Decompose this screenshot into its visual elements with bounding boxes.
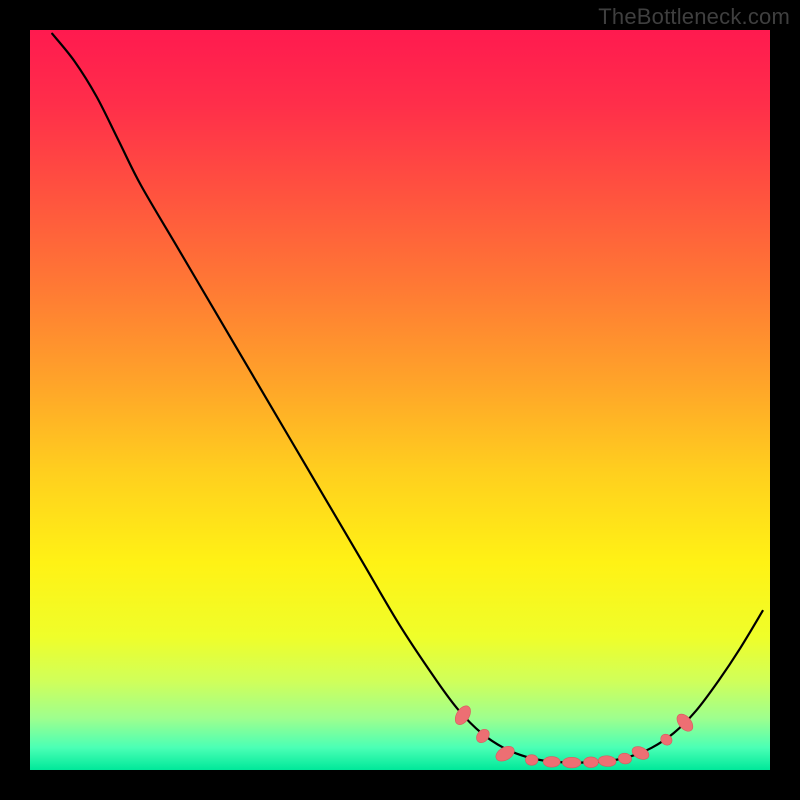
curve-marker [584, 757, 599, 768]
chart-stage: TheBottleneck.com [0, 0, 800, 800]
bottleneck-curve-chart [30, 30, 770, 770]
plot-area [30, 30, 770, 770]
curve-marker [562, 757, 581, 768]
curve-marker [525, 755, 538, 766]
curve-marker [543, 757, 560, 768]
gradient-background [30, 30, 770, 770]
watermark-text: TheBottleneck.com [598, 4, 790, 30]
